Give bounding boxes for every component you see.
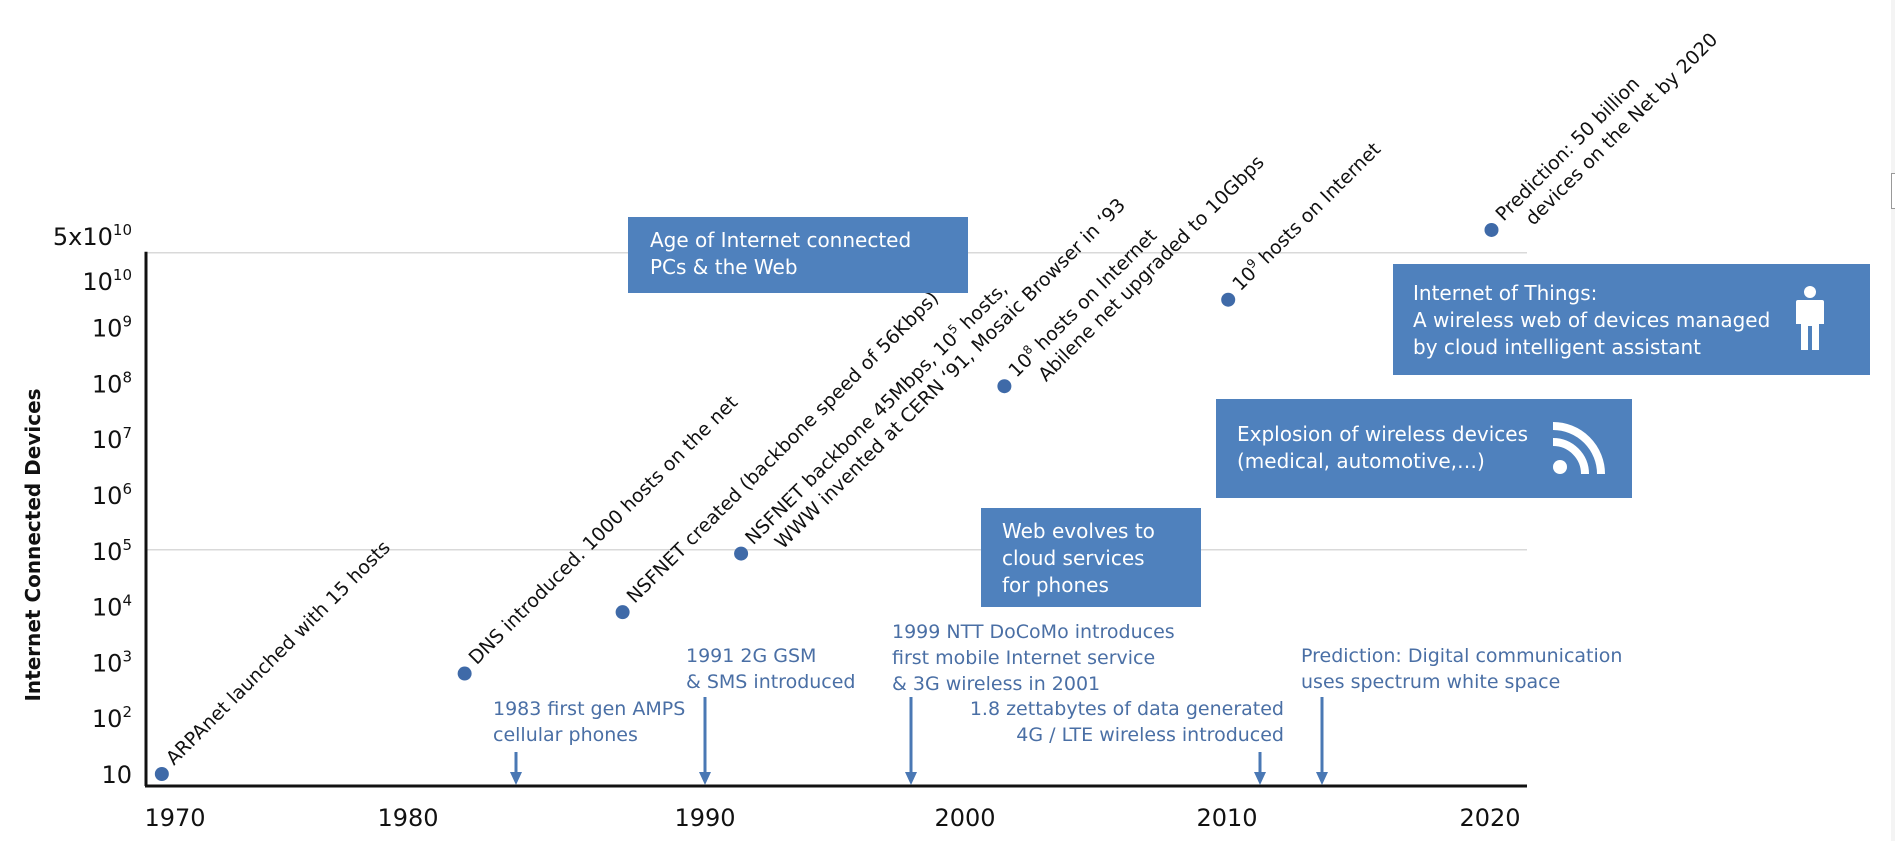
x-tick-label: 1980 <box>377 804 438 832</box>
milestone-label: & 3G wireless in 2001 <box>892 673 1100 695</box>
milestone-arrow-head <box>1316 772 1328 785</box>
milestone-arrow-head <box>1254 772 1266 785</box>
milestone-arrow-head <box>699 772 711 785</box>
callout-pcs-web: Age of Internet connected PCs & the Web <box>628 217 968 293</box>
y-tick-label: 103 <box>92 647 132 677</box>
data-point <box>1221 292 1236 307</box>
callout-wireless-explosion: Explosion of wireless devices (medical, … <box>1216 399 1632 498</box>
x-tick-label: 2010 <box>1196 804 1257 832</box>
data-point <box>457 666 472 681</box>
y-tick-label: 109 <box>92 313 132 343</box>
y-tick-label: 102 <box>92 703 132 733</box>
data-point <box>615 605 630 620</box>
milestone-label: first mobile Internet service <box>892 647 1155 669</box>
milestone-arrow-head <box>510 772 522 785</box>
y-tick-label: 5x1010 <box>53 221 132 251</box>
wireless-signal-icon <box>1550 421 1610 484</box>
data-point-label: ARPAnet launched with 15 hosts <box>162 537 395 770</box>
callout-line: Age of Internet connected <box>650 228 912 252</box>
data-point <box>154 767 169 781</box>
y-axis-label: Internet Connected Devices <box>21 388 45 701</box>
callout-internet-of-things: Internet of Things: A wireless web of de… <box>1393 264 1870 375</box>
milestone-label: 1991 2G GSM <box>686 645 816 667</box>
y-tick-label: 108 <box>92 368 132 398</box>
callout-line: cloud services <box>1002 546 1145 570</box>
milestone-label: 1999 NTT DoCoMo introduces <box>892 621 1175 643</box>
callout-line: for phones <box>1002 573 1109 597</box>
data-point-label-line: NSFNET backbone 45Mbps, 105 hosts, <box>740 277 1012 549</box>
callout-line: Internet of Things: <box>1413 281 1598 305</box>
x-tick-labels: 1970 1980 1990 2000 2010 2020 <box>144 804 1520 832</box>
axes <box>144 251 1527 788</box>
y-tick-label: 1010 <box>82 266 132 296</box>
data-point-label-line: Prediction: 50 billion <box>1491 73 1644 226</box>
callout-line: Web evolves to <box>1002 519 1155 543</box>
x-tick-label: 1990 <box>674 804 735 832</box>
y-tick-label: 106 <box>92 480 132 510</box>
callout-line: PCs & the Web <box>650 255 798 279</box>
y-tick-label: 107 <box>92 424 132 454</box>
callout-line: by cloud intelligent assistant <box>1413 335 1702 359</box>
y-tick-label: 10 <box>101 761 132 789</box>
data-point-label-line: ARPAnet launched with 15 hosts <box>162 537 395 770</box>
scrollbar-track[interactable] <box>1891 0 1895 841</box>
y-tick-label: 104 <box>92 592 132 622</box>
milestone-label: 4G / LTE wireless introduced <box>1016 724 1284 746</box>
milestone-arrows: 1983 first gen AMPS cellular phones 1991 2… <box>493 621 1622 785</box>
y-tick-label: 105 <box>92 536 132 566</box>
milestone-label: 1983 first gen AMPS <box>493 698 685 720</box>
y-tick-labels: 10 102 103 104 105 106 107 108 109 1010 5x1010 <box>53 221 132 789</box>
milestone-label: 1.8 zettabytes of data generated <box>970 698 1284 720</box>
milestone-label: uses spectrum white space <box>1301 671 1560 693</box>
callout-cloud-phones: Web evolves to cloud services for phones <box>981 508 1201 607</box>
callout-line: A wireless web of devices managed <box>1413 308 1771 332</box>
person-icon <box>1795 286 1825 359</box>
scrollbar-handle[interactable] <box>1891 173 1895 209</box>
milestone-arrow-head <box>905 772 917 785</box>
milestone-label: cellular phones <box>493 724 638 746</box>
callout-line: Explosion of wireless devices <box>1237 422 1529 446</box>
data-point <box>1484 222 1499 237</box>
data-point-label-line: devices on the Net by 2020 <box>1521 29 1722 230</box>
callout-line: (medical, automotive,…) <box>1237 449 1485 473</box>
x-tick-label: 2020 <box>1459 804 1520 832</box>
x-tick-label: 1970 <box>144 804 205 832</box>
data-point <box>734 546 749 561</box>
data-point <box>997 379 1012 394</box>
x-tick-label: 2000 <box>934 804 995 832</box>
milestone-label: Prediction: Digital communication <box>1301 645 1622 667</box>
milestone-label: & SMS introduced <box>686 671 856 693</box>
